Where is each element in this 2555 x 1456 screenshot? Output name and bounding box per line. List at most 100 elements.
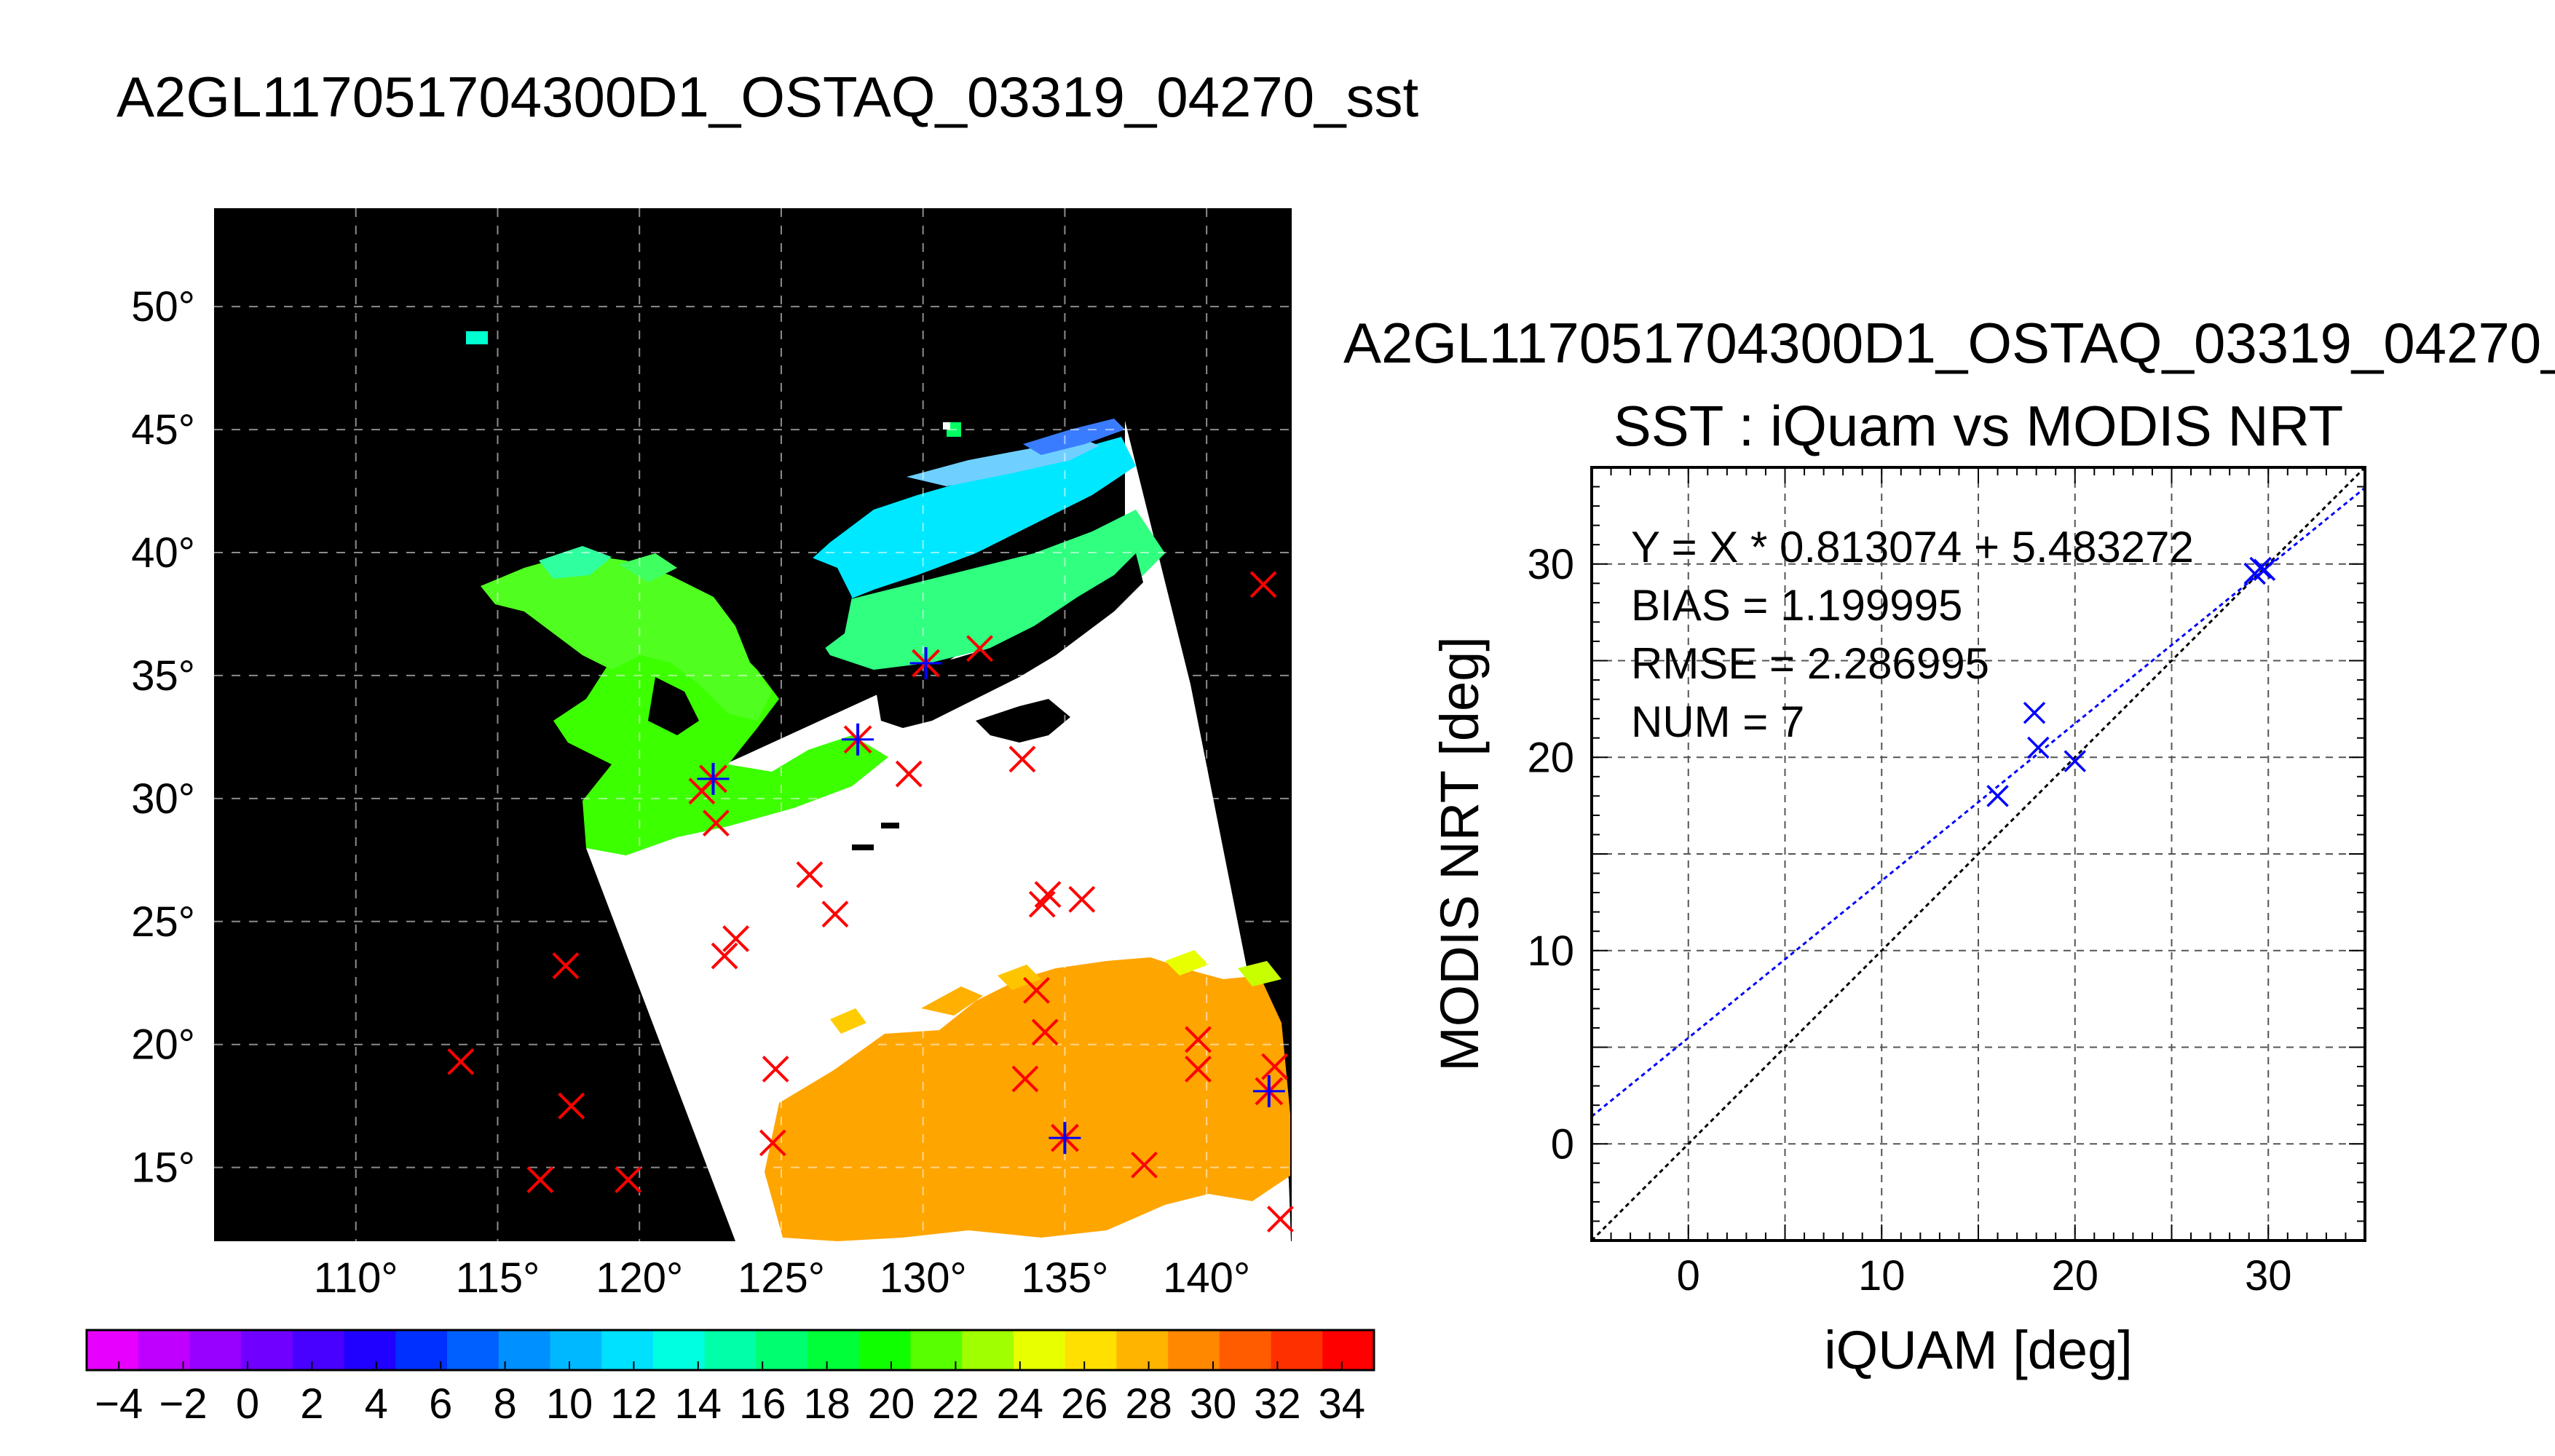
matched-marker — [842, 723, 874, 756]
y-tick-label: 0 — [1551, 1120, 1574, 1168]
colorbar-segment — [910, 1330, 963, 1370]
unmatched-marker — [702, 810, 730, 837]
unmatched-marker — [1011, 1065, 1039, 1093]
map-y-tick-label: 40° — [131, 529, 195, 577]
y-axis-label: MODIS NRT [deg] — [1429, 636, 1490, 1072]
data-point — [2253, 558, 2276, 581]
unmatched-marker — [762, 1056, 789, 1083]
map-y-tick-label: 35° — [131, 652, 195, 700]
colorbar-segment — [807, 1330, 860, 1370]
unmatched-marker — [1008, 745, 1036, 773]
scatter-lines — [1592, 467, 2365, 1241]
unmatched-marker — [615, 1166, 642, 1193]
map-y-tick-label: 15° — [131, 1144, 195, 1192]
stats-line: RMSE = 2.286995 — [1631, 639, 1989, 688]
scatter-panel: 0 10 20 30 0 10 20 30 Y = X * 0.813074 + 5.4832… — [1527, 466, 2366, 1299]
unmatched-marker — [796, 861, 824, 889]
map-x-tick-label: 140° — [1163, 1254, 1250, 1302]
colorbar-tick-label: 6 — [429, 1380, 452, 1428]
x-tick-label: 0 — [1677, 1252, 1700, 1299]
unmatched-marker — [552, 952, 580, 980]
scatter-annotations: Y = X * 0.813074 + 5.483272 BIAS = 1.1999… — [1631, 523, 2194, 746]
colorbar-segment — [498, 1330, 551, 1370]
unmatched-marker — [1185, 1056, 1212, 1083]
colorbar-tick-label: 22 — [932, 1380, 979, 1428]
stats-line: Y = X * 0.813074 + 5.483272 — [1631, 523, 2194, 571]
unmatched-marker — [1249, 571, 1277, 598]
unmatched-marker — [1267, 1206, 1294, 1233]
colorbar-segment — [1168, 1330, 1220, 1370]
sst-warm-south — [765, 957, 1290, 1241]
data-point — [2064, 750, 2086, 772]
unmatched-marker — [558, 1092, 585, 1120]
unmatched-marker — [722, 925, 750, 952]
map-y-tick-label: 45° — [131, 406, 195, 454]
colorbar-tick-label: 12 — [610, 1380, 657, 1428]
scatter-ticks: 0 10 20 30 0 10 20 30 — [1527, 467, 2366, 1299]
colorbar-segment — [704, 1330, 757, 1370]
scatter-points — [1986, 556, 2276, 807]
unmatched-marker — [1261, 1053, 1289, 1080]
colorbar-frame — [85, 1329, 1375, 1372]
map-y-ticks: 15° 20° 25° 30° 35° 40° 45° 50° — [131, 283, 195, 1192]
map-y-tick-label: 30° — [131, 775, 195, 823]
colorbar-segment — [1065, 1330, 1117, 1370]
colorbar-segment — [1322, 1330, 1375, 1370]
colorbar-tick-label: 32 — [1254, 1380, 1301, 1428]
map-y-tick-label: 50° — [131, 283, 195, 331]
colorbar-tick-label: 14 — [675, 1380, 722, 1428]
unmatched-marker — [1023, 976, 1050, 1004]
x-tick-label: 10 — [1858, 1252, 1906, 1299]
colorbar-tick-label: 0 — [236, 1380, 259, 1428]
land-japan — [874, 553, 1143, 728]
map-swath — [466, 331, 1291, 1241]
unmatched-marker — [526, 1166, 554, 1193]
colorbar-tick-label: 34 — [1319, 1380, 1366, 1428]
map-y-tick-label: 20° — [131, 1021, 195, 1069]
stats-line: NUM = 7 — [1631, 697, 1804, 746]
map-x-tick-label: 120° — [596, 1254, 683, 1302]
colorbar-tick-label: 30 — [1190, 1380, 1237, 1428]
colorbar-tick-label: 16 — [739, 1380, 786, 1428]
colorbar-tick-label: 10 — [546, 1380, 593, 1428]
map-panel: 110° 115° 120° 125° 130° 135° 140° 15° 20° 25° 30… — [131, 208, 1294, 1302]
unmatched-marker — [1034, 881, 1062, 909]
matched-marker — [909, 647, 942, 680]
map-title: A2GL117051704300D1_OSTAQ_03319_04270_sst — [117, 65, 1419, 129]
colorbar-segment — [241, 1330, 293, 1370]
colorbar-segment — [858, 1330, 912, 1370]
x-tick-label: 20 — [2051, 1252, 2098, 1299]
colorbar-tick-label: −4 — [95, 1380, 143, 1428]
data-point — [1986, 785, 2009, 807]
unmatched-marker — [895, 760, 923, 788]
map-x-ticks: 110° 115° 120° 125° 130° 135° 140° — [314, 1254, 1250, 1302]
matched-marker — [697, 762, 730, 795]
colorbar-segment — [1219, 1330, 1272, 1370]
colorbar-segment — [1271, 1330, 1323, 1370]
unmatched-marker — [759, 1129, 786, 1157]
map-x-tick-label: 125° — [738, 1254, 825, 1302]
colorbar-tick-label: 28 — [1125, 1380, 1172, 1428]
map-x-tick-label: 110° — [314, 1254, 398, 1302]
scatter-subtitle: SST : iQuam vs MODIS NRT — [1614, 394, 2344, 458]
x-tick-label: 30 — [2245, 1252, 2292, 1299]
colorbar: −4 −2 0 2 4 6 8 10 12 14 16 18 20 22 24 26 28 30 32 34 — [85, 1329, 1375, 1428]
colorbar-segment — [292, 1330, 345, 1370]
data-point — [2249, 556, 2272, 579]
map-markers — [447, 571, 1294, 1233]
colorbar-tick-label: 26 — [1061, 1380, 1108, 1428]
colorbar-segment — [189, 1330, 242, 1370]
map-x-tick-label: 115° — [456, 1254, 540, 1302]
colorbar-segment — [1116, 1330, 1169, 1370]
matched-marker — [1252, 1075, 1285, 1107]
stats-line: BIAS = 1.199995 — [1631, 581, 1962, 630]
map-x-tick-label: 135° — [1021, 1254, 1108, 1302]
map-x-tick-label: 130° — [880, 1254, 967, 1302]
colorbar-segment — [550, 1330, 602, 1370]
map-y-tick-label: 25° — [131, 898, 195, 946]
colorbar-tick-label: 2 — [300, 1380, 323, 1428]
colorbar-tick-label: 20 — [868, 1380, 915, 1428]
unmatched-marker — [447, 1048, 475, 1075]
sst-sea-of-japan-south — [801, 510, 1165, 670]
scatter-title: A2GL117051704300D1_OSTAQ_03319_04270_s — [1343, 311, 2555, 375]
